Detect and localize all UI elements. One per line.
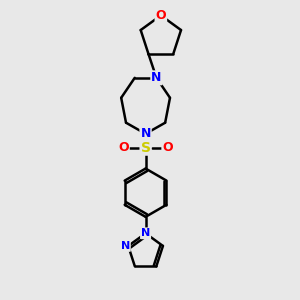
Text: N: N <box>141 228 150 238</box>
Text: O: O <box>155 9 166 22</box>
Text: N: N <box>151 71 162 84</box>
Text: N: N <box>140 127 151 140</box>
Text: O: O <box>162 141 173 154</box>
Text: N: N <box>121 241 130 251</box>
Text: O: O <box>118 141 129 154</box>
Text: S: S <box>141 141 151 154</box>
